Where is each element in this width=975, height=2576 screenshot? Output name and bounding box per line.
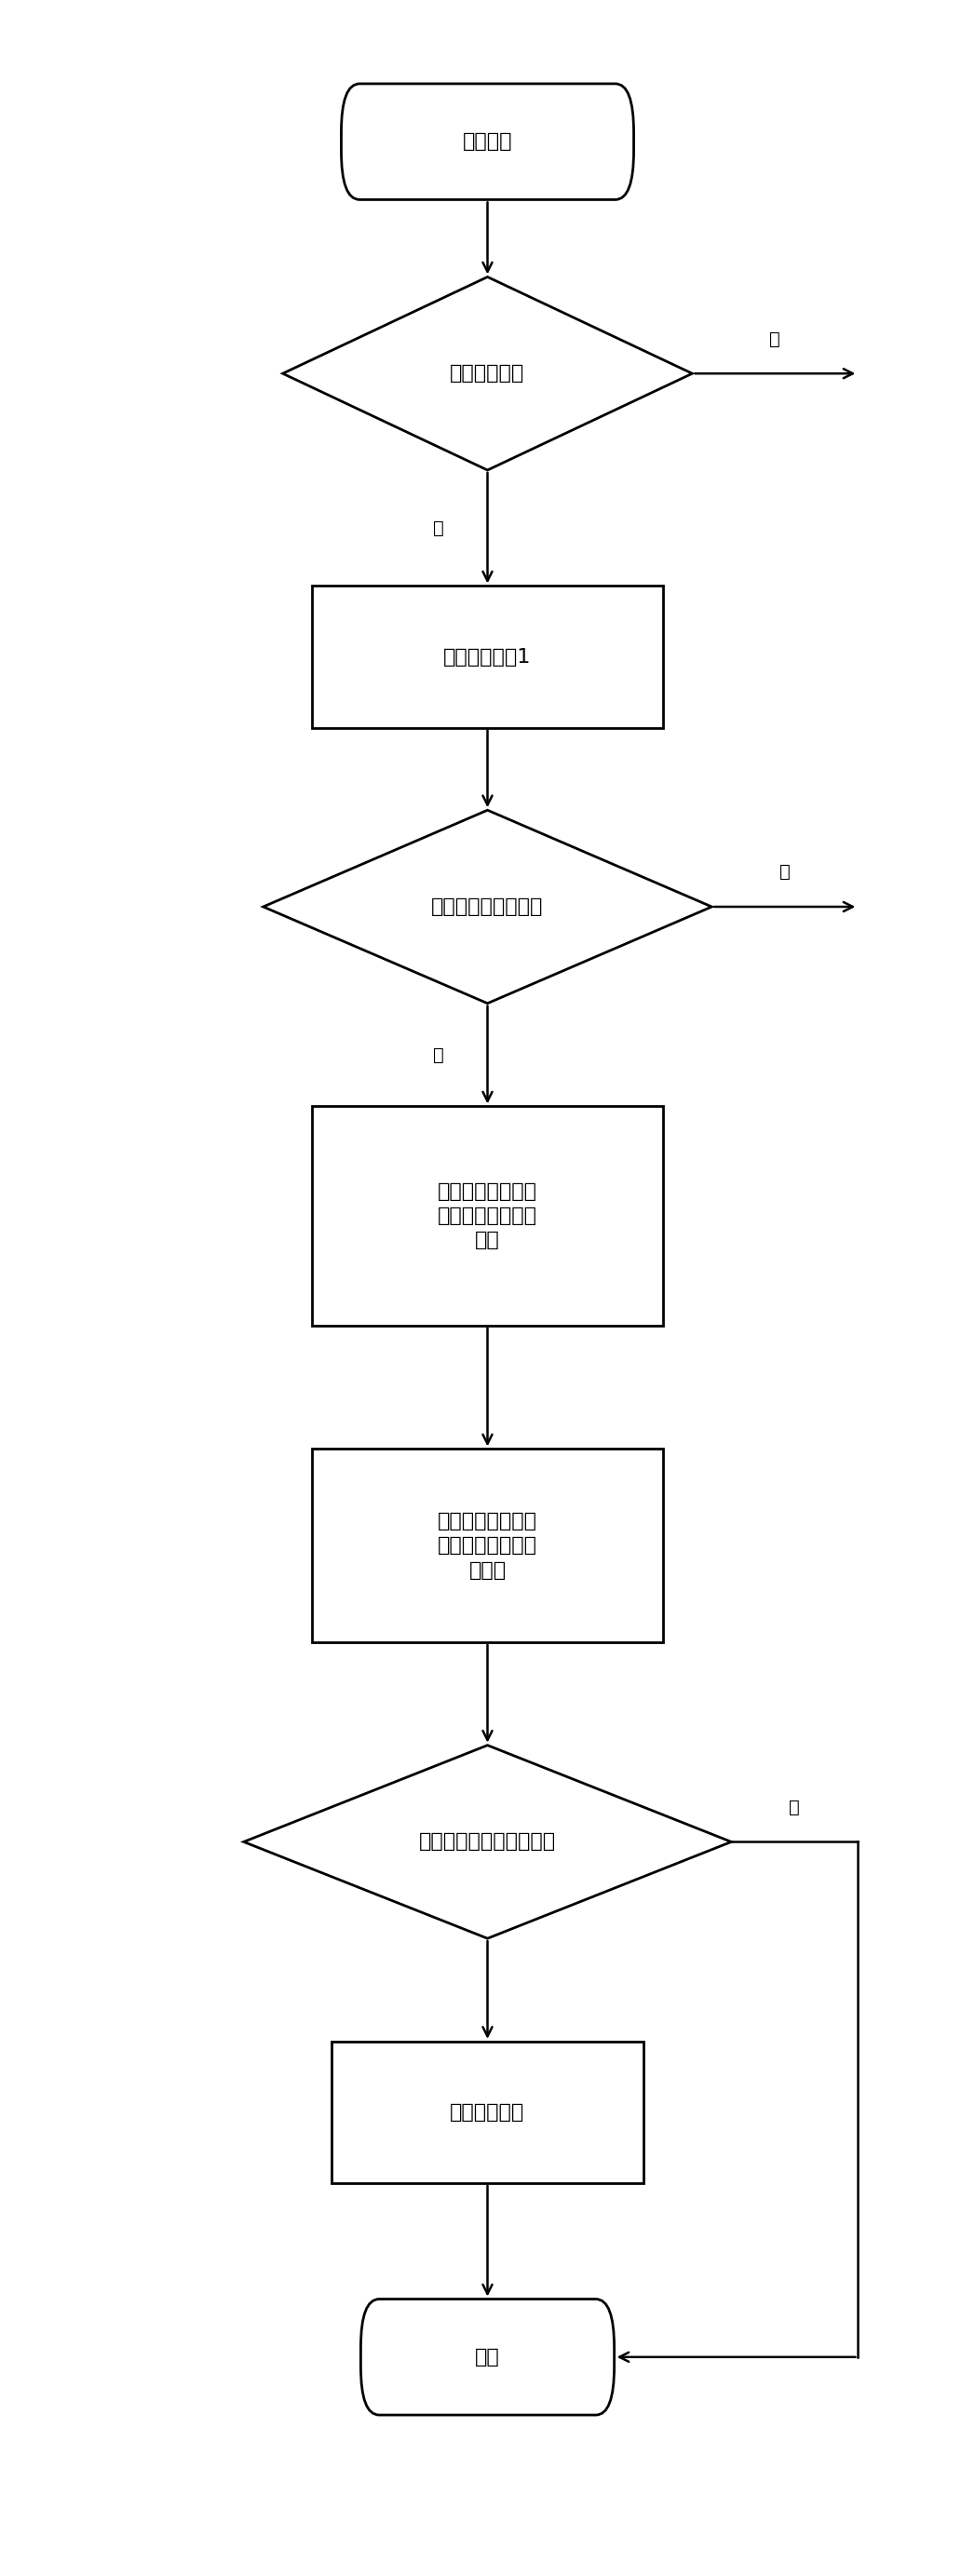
Text: 是: 是 xyxy=(433,520,445,536)
FancyBboxPatch shape xyxy=(341,82,634,201)
Text: 采集用户电流电压
数据，负荷辨识算
法分析: 采集用户电流电压 数据，负荷辨识算 法分析 xyxy=(438,1512,537,1579)
Polygon shape xyxy=(263,809,712,1002)
Bar xyxy=(312,1448,663,1643)
Text: 通讯通道切扢1: 通讯通道切扢1 xyxy=(444,647,531,667)
Bar xyxy=(312,1108,663,1324)
FancyBboxPatch shape xyxy=(361,2298,614,2416)
Text: 监视温度数据、异常事件: 监视温度数据、异常事件 xyxy=(419,1832,556,1852)
Polygon shape xyxy=(283,278,692,469)
Text: 电能表在位？: 电能表在位？ xyxy=(450,363,525,384)
Bar xyxy=(312,585,663,726)
Text: 退出: 退出 xyxy=(475,2347,500,2367)
Text: 上电自检: 上电自检 xyxy=(462,131,513,152)
Text: 辨识结果上送: 辨识结果上送 xyxy=(450,2102,525,2123)
Text: 读取电表表号及数据: 读取电表表号及数据 xyxy=(432,896,543,917)
Polygon shape xyxy=(244,1747,731,1940)
Text: 通讯通道切换至默
认状态，与采集器
通讯: 通讯通道切换至默 认状态，与采集器 通讯 xyxy=(438,1182,537,1249)
Bar xyxy=(332,2040,644,2184)
Text: 否: 否 xyxy=(779,863,791,881)
Text: 是: 是 xyxy=(433,1046,445,1064)
Text: 否: 否 xyxy=(769,330,781,348)
Text: 是: 是 xyxy=(789,1798,800,1816)
